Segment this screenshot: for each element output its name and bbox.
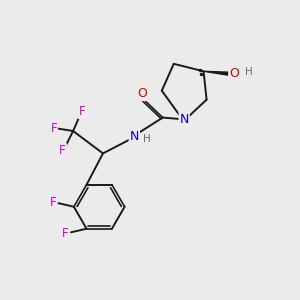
- Text: F: F: [62, 227, 69, 240]
- Text: F: F: [50, 122, 57, 134]
- Text: O: O: [138, 87, 148, 100]
- Polygon shape: [204, 71, 228, 75]
- Text: H: H: [143, 134, 151, 144]
- Text: F: F: [59, 144, 66, 157]
- Text: N: N: [130, 130, 139, 143]
- Text: O: O: [229, 67, 239, 80]
- Text: F: F: [50, 196, 56, 209]
- Text: H: H: [245, 67, 253, 77]
- Text: F: F: [79, 105, 86, 118]
- Text: N: N: [179, 112, 189, 126]
